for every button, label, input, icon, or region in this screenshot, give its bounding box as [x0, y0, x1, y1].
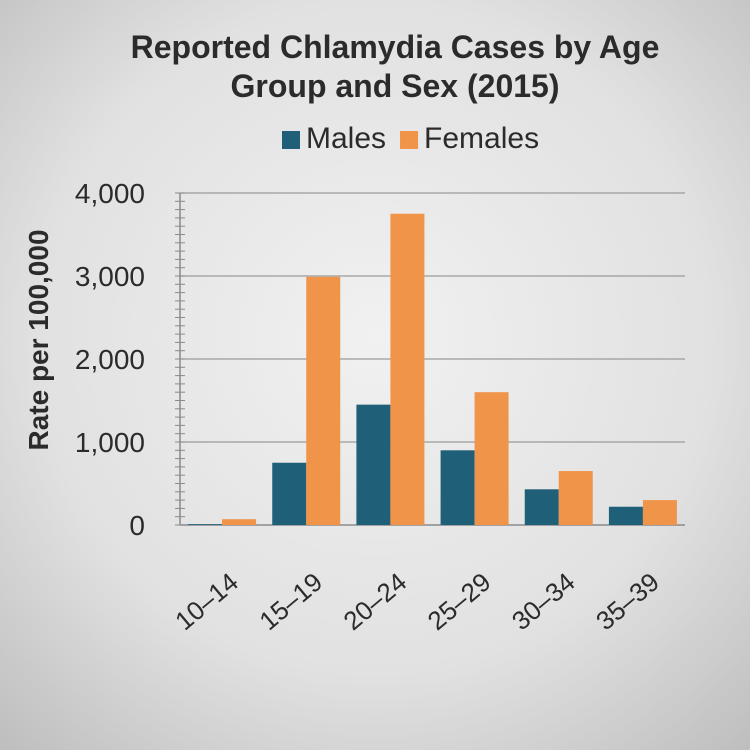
bar-females-3	[390, 213, 425, 525]
y-tick-label: 4,000	[75, 178, 145, 209]
y-tick-label: 1,000	[75, 427, 145, 458]
bar-males-4	[440, 450, 475, 525]
y-axis-label: Rate per 100,000	[23, 229, 54, 450]
legend: Males Females	[282, 122, 539, 155]
legend-label-males: Males	[306, 122, 386, 155]
bar-females-6	[642, 500, 677, 525]
gridlines	[180, 192, 685, 443]
legend-swatch-males	[282, 131, 300, 149]
y-tick-labels: 0 1,000 2,000 3,000 4,000	[75, 178, 145, 541]
y-tick-label: 2,000	[75, 344, 145, 375]
legend-swatch-females	[400, 131, 419, 149]
bar-females-4	[474, 392, 509, 525]
bar-males-5	[524, 489, 559, 525]
bar-males-1	[188, 524, 223, 525]
bar-females-5	[558, 471, 593, 525]
legend-label-females: Females	[424, 122, 539, 155]
bar-females-1	[222, 519, 257, 525]
bar-males-6	[608, 506, 643, 525]
chart-title-line-1: Reported Chlamydia Cases by Age	[131, 29, 660, 65]
bars	[188, 213, 677, 525]
bar-females-2	[306, 276, 341, 525]
chart-title-line-2: Group and Sex (2015)	[231, 68, 560, 104]
axes	[175, 192, 685, 526]
bar-males-2	[272, 462, 307, 525]
bar-males-3	[356, 404, 391, 525]
y-tick-label: 0	[129, 510, 145, 541]
y-tick-label: 3,000	[75, 261, 145, 292]
